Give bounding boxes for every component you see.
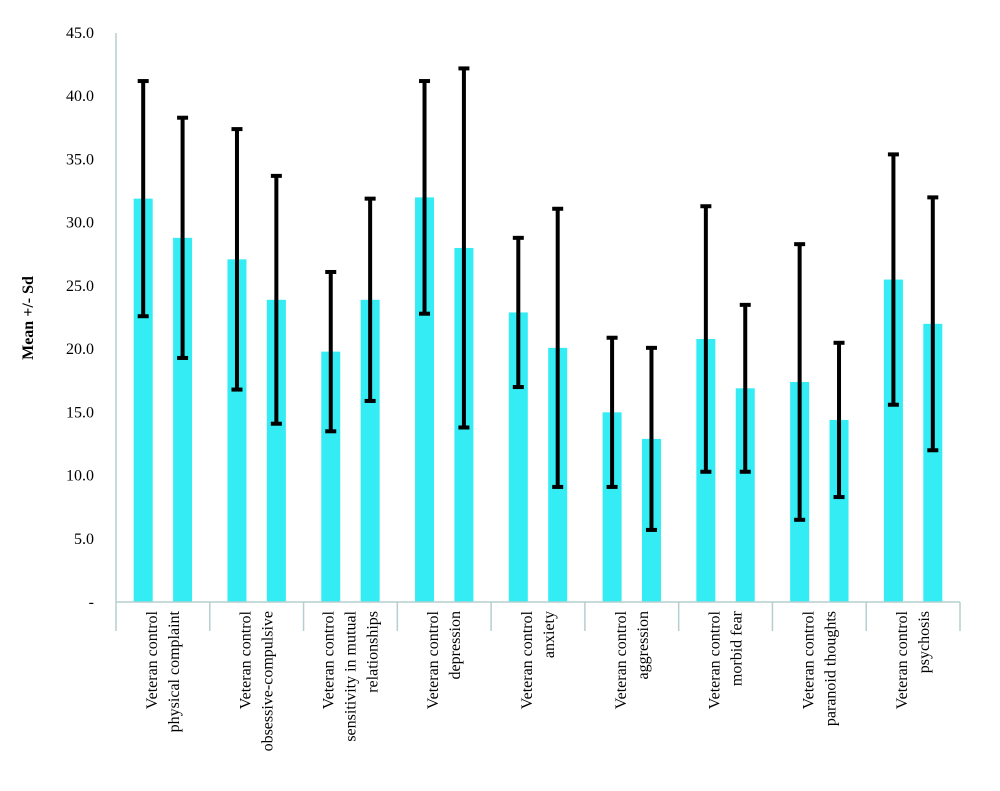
- y-tick-labels: - 5.0 10.0 15.0 20.0 25.0 30.0 35.0 40.0 45.0: [66, 25, 94, 611]
- bars-layer: [133, 197, 943, 603]
- y-tick-label: 10.0: [66, 468, 94, 485]
- y-tick-label: 5.0: [74, 531, 94, 548]
- category-label: Veteran control: [238, 610, 255, 709]
- category-label: Veteran control: [144, 610, 161, 709]
- y-tick-label: -: [89, 594, 94, 611]
- bar-veteran: [602, 412, 622, 602]
- category-label: paranoid thoughts: [822, 611, 839, 726]
- bar-veteran: [321, 351, 341, 602]
- y-tick-label: 30.0: [66, 215, 94, 232]
- y-tick-label: 20.0: [66, 341, 94, 358]
- bar-veteran: [883, 279, 903, 602]
- category-label: relationships: [364, 611, 381, 693]
- category-label: Veteran control: [707, 610, 724, 709]
- category-label: Veteran control: [613, 610, 630, 709]
- bar-veteran: [227, 259, 247, 602]
- category-label: physical complaint: [166, 610, 183, 732]
- y-tick-label: 35.0: [66, 151, 94, 168]
- category-label: sensitivity in mutual: [342, 610, 359, 741]
- category-label: Veteran control: [894, 610, 911, 709]
- bar-control: [360, 299, 380, 602]
- category-label: Veteran control: [519, 610, 536, 709]
- category-label: psychosis: [916, 611, 933, 673]
- category-label: depression: [447, 611, 464, 679]
- bar-veteran: [508, 312, 528, 602]
- y-tick-label: 25.0: [66, 278, 94, 295]
- category-label: morbid fear: [729, 610, 746, 686]
- category-label: obsessive-compulsive: [260, 611, 277, 751]
- bar-veteran: [415, 197, 435, 602]
- category-label: anxiety: [541, 611, 558, 658]
- x-tick-marks: [115, 602, 961, 631]
- y-tick-label: 40.0: [66, 88, 94, 105]
- category-labels: Veteran control physical complaint Veteran…: [144, 610, 933, 751]
- bar-veteran: [133, 198, 153, 603]
- bar-control: [923, 323, 943, 602]
- category-label: Veteran control: [425, 610, 442, 709]
- category-label: Veteran control: [800, 610, 817, 709]
- category-label: Veteran control: [320, 610, 337, 709]
- y-tick-label: 45.0: [66, 25, 94, 42]
- bar-control: [173, 237, 193, 602]
- bar-control: [829, 419, 849, 602]
- bar-control: [735, 388, 755, 602]
- category-label: aggression: [635, 611, 652, 679]
- bar-control: [266, 299, 286, 602]
- y-axis-label: Mean +/- Sd: [20, 276, 37, 360]
- error-bars-layer: [137, 66, 939, 532]
- y-tick-label: 15.0: [66, 404, 94, 421]
